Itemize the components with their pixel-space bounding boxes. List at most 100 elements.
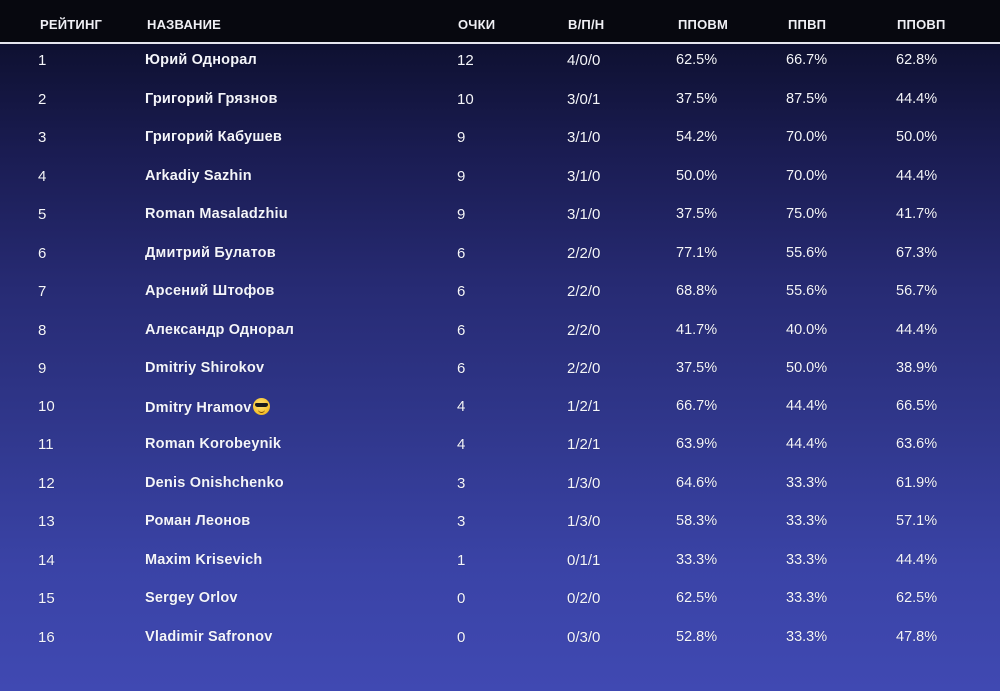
cell-ppovp: 38.9% <box>896 360 937 376</box>
cell-ppvp-text: 70.0% <box>786 129 828 145</box>
cell-name-text: Арсений Штофов <box>145 283 275 299</box>
cell-ppovm-text: 77.1% <box>676 244 718 261</box>
cell-ppvp: 33.3% <box>786 629 827 645</box>
cell-ppovm: 37.5% <box>676 206 717 222</box>
cell-ppovp-text: 50.0% <box>896 129 938 145</box>
cell-ppovm-text: 33.3% <box>676 551 718 568</box>
cell-ppovp-text: 62.5% <box>896 590 938 606</box>
cell-name: Арсений Штофов <box>145 283 274 299</box>
cell-name: Григорий Грязнов <box>145 91 278 107</box>
cell-points-text: 12 <box>457 52 474 69</box>
cell-name-text: Roman Korobeynik <box>145 436 282 452</box>
cell-ppovm: 66.7% <box>676 398 717 414</box>
cell-ppvp-text: 55.6% <box>786 283 828 299</box>
cell-points-text: 4 <box>457 436 466 453</box>
cell-rank: 4 <box>38 168 46 185</box>
cell-name-text: Роман Леонов <box>145 513 251 529</box>
cell-rank: 11 <box>38 436 54 453</box>
cell-rank-text: 14 <box>38 551 55 569</box>
cell-points-text: 3 <box>457 513 466 530</box>
cell-ppovm: 64.6% <box>676 475 717 491</box>
cell-ppovm: 68.8% <box>676 283 717 299</box>
cell-ppovm: 62.5% <box>676 52 717 68</box>
cell-rank: 6 <box>38 245 46 262</box>
cell-ppvp-text: 66.7% <box>786 52 828 68</box>
cell-points-text: 6 <box>457 321 466 339</box>
cell-points-text: 9 <box>457 129 466 146</box>
cell-wdl-text: 1/3/0 <box>567 474 601 492</box>
cell-points-text: 1 <box>457 551 466 569</box>
table-row: 9 Dmitriy Shirokov 6 2/2/0 37.5% 50.0% 38.9% <box>0 352 1000 390</box>
cell-ppovm-text: 58.3% <box>676 513 718 529</box>
cell-points-text: 4 <box>457 397 466 415</box>
cell-wdl-text: 3/1/0 <box>567 206 601 223</box>
cell-ppvp: 33.3% <box>786 552 827 568</box>
sunglasses-emoji-icon <box>252 397 270 415</box>
header-ppovm: ППОВМ <box>678 17 729 32</box>
table-row: 14 Maxim Krisevich 1 0/1/1 33.3% 33.3% 44.4% <box>0 544 1000 582</box>
cell-rank: 12 <box>38 475 55 492</box>
cell-points: 9 <box>457 206 465 223</box>
cell-ppvp-text: 87.5% <box>786 90 828 107</box>
cell-wdl-text: 3/0/1 <box>567 90 601 108</box>
cell-points-text: 6 <box>457 283 466 300</box>
cell-wdl: 3/0/1 <box>567 91 600 108</box>
cell-points: 6 <box>457 360 465 377</box>
table-header: РЕЙТИНГ НАЗВАНИЕ ОЧКИ В/П/Н ППОВМ ППВП П… <box>0 0 1000 44</box>
table-row: 11 Roman Korobeynik 4 1/2/1 63.9% 44.4% 63.6% <box>0 428 1000 466</box>
cell-name-text: Roman Masaladzhiu <box>145 206 288 222</box>
cell-ppovm-text: 52.8% <box>676 628 718 645</box>
cell-wdl: 1/2/1 <box>567 398 600 415</box>
cell-wdl-text: 0/2/0 <box>567 590 601 607</box>
cell-ppovm-text: 54.2% <box>676 129 718 145</box>
cell-points-text: 6 <box>457 244 466 262</box>
cell-wdl: 2/2/0 <box>567 283 600 300</box>
cell-ppvp-text: 33.3% <box>786 474 828 491</box>
cell-wdl: 0/2/0 <box>567 590 600 607</box>
cell-wdl: 1/3/0 <box>567 475 600 492</box>
cell-ppvp: 55.6% <box>786 245 827 261</box>
cell-ppvp-text: 75.0% <box>786 206 828 222</box>
cell-ppvp-text: 55.6% <box>786 244 828 261</box>
cell-rank: 15 <box>38 590 55 607</box>
table-row: 6 Дмитрий Булатов 6 2/2/0 77.1% 55.6% 67.3% <box>0 237 1000 275</box>
cell-ppvp-text: 44.4% <box>786 397 828 414</box>
cell-points: 3 <box>457 475 465 492</box>
cell-rank: 8 <box>38 322 46 339</box>
cell-name: Denis Onishchenko <box>145 475 284 491</box>
table-row: 10 Dmitry Hramov 4 1/2/1 66.7% 44.4% 66.5% <box>0 390 1000 428</box>
cell-name-text: Arkadiy Sazhin <box>145 167 252 184</box>
cell-ppovp-text: 44.4% <box>896 321 938 338</box>
cell-name-text: Maxim Krisevich <box>145 551 263 568</box>
cell-ppovp: 62.8% <box>896 52 937 68</box>
cell-wdl-text: 1/3/0 <box>567 513 601 530</box>
header-ppovp: ППОВП <box>897 17 946 32</box>
cell-wdl-text: 3/1/0 <box>567 129 601 146</box>
cell-ppvp-text: 33.3% <box>786 628 828 645</box>
cell-ppvp: 44.4% <box>786 436 827 452</box>
cell-ppovp-text: 38.9% <box>896 359 938 376</box>
cell-rank: 5 <box>38 206 46 223</box>
cell-wdl-text: 2/2/0 <box>567 283 601 300</box>
cell-rank-text: 10 <box>38 397 55 415</box>
cell-ppovp: 44.4% <box>896 552 937 568</box>
cell-ppvp: 44.4% <box>786 398 827 414</box>
cell-rank-text: 2 <box>38 90 47 108</box>
cell-points-text: 10 <box>457 90 474 108</box>
cell-name-text: Дмитрий Булатов <box>145 244 276 261</box>
cell-name: Юрий Однорал <box>145 52 257 68</box>
cell-name: Dmitriy Shirokov <box>145 360 264 376</box>
cell-ppovm: 33.3% <box>676 552 717 568</box>
cell-wdl-text: 4/0/0 <box>567 52 601 69</box>
table-row: 2 Григорий Грязнов 10 3/0/1 37.5% 87.5% 44.4% <box>0 83 1000 121</box>
cell-wdl: 0/1/1 <box>567 552 600 569</box>
cell-rank: 16 <box>38 629 55 646</box>
cell-wdl-text: 3/1/0 <box>567 167 601 185</box>
cell-wdl: 1/2/1 <box>567 436 600 453</box>
cell-ppovm: 77.1% <box>676 245 717 261</box>
cell-ppovp: 66.5% <box>896 398 937 414</box>
table-row: 7 Арсений Штофов 6 2/2/0 68.8% 55.6% 56.7% <box>0 275 1000 313</box>
cell-rank: 10 <box>38 398 55 415</box>
cell-ppovm: 62.5% <box>676 590 717 606</box>
cell-ppvp: 33.3% <box>786 513 827 529</box>
